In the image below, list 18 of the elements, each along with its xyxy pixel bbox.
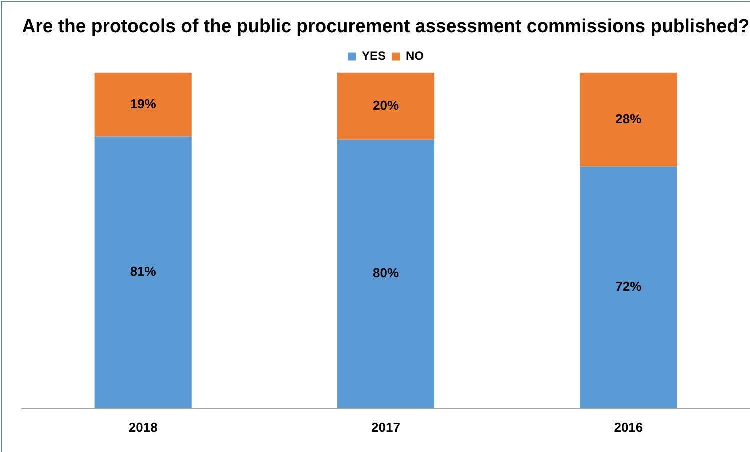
data-label: 72%: [616, 279, 642, 294]
bar: [337, 72, 435, 140]
bar: [94, 72, 192, 137]
bar: [94, 136, 192, 408]
chart-title: Are the protocols of the public procurement assessment commissions published?: [22, 15, 750, 37]
x-tick-label: 2016: [614, 420, 644, 435]
bar: [580, 72, 678, 167]
bar: [337, 140, 435, 408]
bar: [580, 166, 678, 408]
legend-label: NO: [406, 49, 424, 64]
legend-label: YES: [362, 49, 386, 64]
x-tick-label: 2017: [372, 420, 400, 435]
data-label: 81%: [130, 264, 157, 280]
data-label: 20%: [372, 98, 400, 113]
data-label: 80%: [372, 266, 400, 281]
data-label: 19%: [130, 96, 157, 112]
x-tick-label: 2018: [128, 420, 158, 435]
data-label: 28%: [616, 111, 642, 126]
